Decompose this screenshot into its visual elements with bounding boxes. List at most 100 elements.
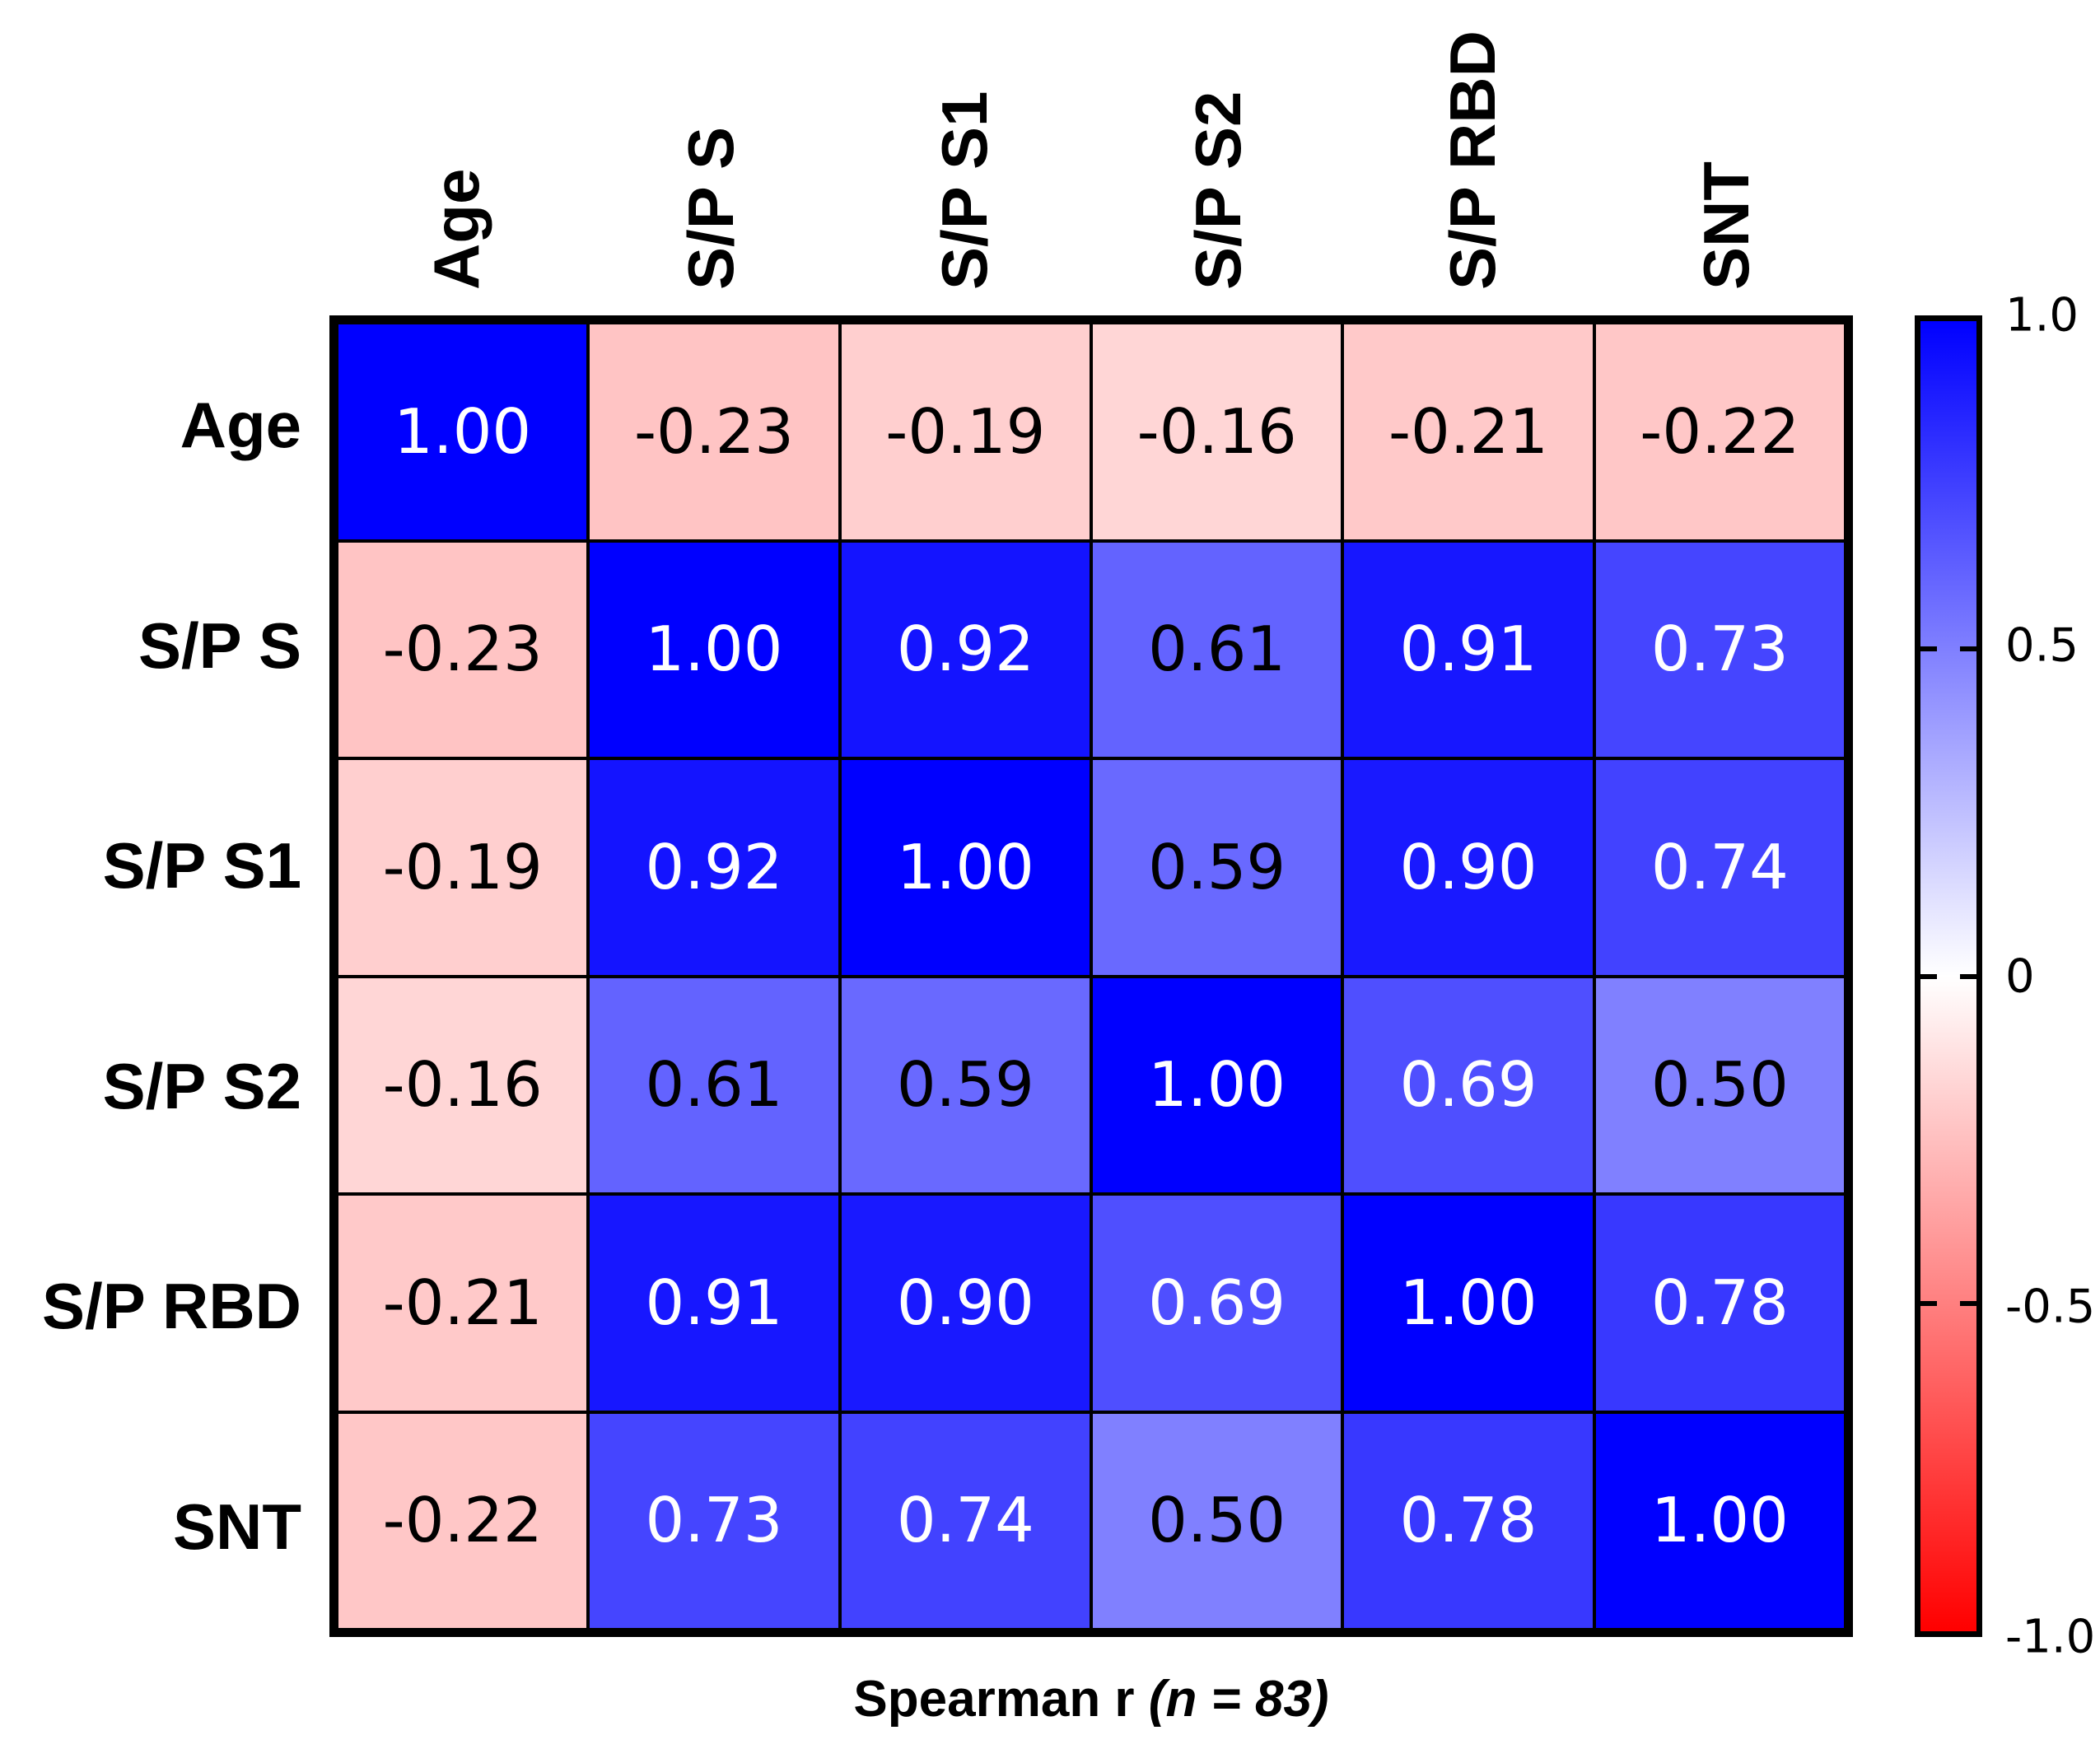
- cell-value: 1.00: [645, 613, 783, 686]
- heatmap-cell: 0.73: [588, 1411, 840, 1630]
- col-label-s-p-rbd: S/P RBD: [1435, 30, 1509, 290]
- cell-value: 0.73: [645, 1484, 783, 1557]
- cell-value: 1.00: [1148, 1048, 1286, 1122]
- heatmap-cell: -0.23: [337, 540, 589, 758]
- heatmap-cell: -0.21: [337, 1194, 589, 1412]
- colorbar-tick-label: 0.5: [2005, 618, 2079, 673]
- heatmap-cell: 0.91: [1342, 540, 1594, 758]
- cell-value: 0.50: [1650, 1048, 1789, 1122]
- row-labels: Age S/P S S/P S1 S/P S2 S/P RBD SNT: [0, 315, 301, 1637]
- heatmap-cell: 0.73: [1594, 540, 1846, 758]
- cell-value: 0.91: [645, 1266, 783, 1339]
- cell-value: 0.74: [896, 1484, 1034, 1557]
- cell-value: 0.61: [645, 1048, 783, 1122]
- cell-value: -0.22: [1640, 394, 1800, 468]
- heatmap-cell: 0.74: [839, 1411, 1091, 1630]
- heatmap-cell: -0.21: [1342, 323, 1594, 541]
- colorbar-tick: [1960, 646, 1976, 651]
- heatmap-cell: 0.50: [1091, 1411, 1343, 1630]
- cell-value: -0.16: [1136, 394, 1297, 468]
- colorbar-tick-label: 1.0: [2005, 288, 2079, 343]
- heatmap-cell: 0.61: [588, 976, 840, 1194]
- heatmap-cell: -0.19: [839, 323, 1091, 541]
- cell-value: 0.50: [1148, 1484, 1286, 1557]
- col-label-s-p-s: S/P S: [674, 126, 747, 290]
- heatmap-cell: -0.16: [1091, 323, 1343, 541]
- colorbar-tick: [1960, 973, 1976, 979]
- heatmap-cell: -0.22: [1594, 323, 1846, 541]
- col-label-s-p-s1: S/P S1: [927, 91, 1001, 290]
- cell-value: 0.78: [1650, 1266, 1789, 1339]
- colorbar-tick: [1960, 1301, 1976, 1307]
- colorbar: [1915, 315, 1982, 1637]
- cell-value: 0.74: [1650, 830, 1789, 903]
- heatmap-grid: 1.00 -0.23 -0.19 -0.16 -0.21 -0.22 -0.23 1.00 0.…: [329, 315, 1853, 1637]
- heatmap-cell: 0.92: [839, 540, 1091, 758]
- cell-value: -0.22: [382, 1484, 543, 1557]
- cell-value: -0.21: [1388, 394, 1549, 468]
- caption: Spearman r (n = 83): [329, 1670, 1853, 1728]
- cell-value: 1.00: [896, 830, 1034, 903]
- cell-value: -0.23: [382, 613, 543, 686]
- heatmap-cell: 0.78: [1594, 1194, 1846, 1412]
- heatmap-cell: -0.23: [588, 323, 840, 541]
- caption-sample-size: (n = 83): [1148, 1671, 1329, 1728]
- col-label-snt: SNT: [1689, 161, 1762, 290]
- heatmap-cell: 0.69: [1342, 976, 1594, 1194]
- cell-value: -0.16: [382, 1048, 543, 1122]
- heatmap-cell: -0.22: [337, 1411, 589, 1630]
- cell-value: 0.61: [1148, 613, 1286, 686]
- cell-value: -0.19: [885, 394, 1046, 468]
- cell-value: -0.19: [382, 830, 543, 903]
- col-label-s-p-s2: S/P S2: [1182, 91, 1255, 290]
- cell-value: 0.91: [1399, 613, 1538, 686]
- col-label-age: Age: [420, 168, 493, 290]
- heatmap-cell: 1.00: [588, 540, 840, 758]
- colorbar-tick: [1920, 1301, 1937, 1307]
- heatmap-cell: 0.90: [839, 1194, 1091, 1412]
- cell-value: 0.92: [896, 613, 1034, 686]
- heatmap-cell: 0.91: [588, 1194, 840, 1412]
- heatmap-cell: -0.19: [337, 758, 589, 977]
- caption-text: Spearman r: [853, 1671, 1149, 1728]
- cell-value: 0.78: [1399, 1484, 1538, 1557]
- heatmap-cell: 1.00: [1091, 976, 1343, 1194]
- cell-value: 0.90: [1399, 830, 1538, 903]
- row-label-s-p-s2: S/P S2: [102, 1049, 301, 1122]
- row-label-age: Age: [180, 389, 301, 462]
- row-label-s-p-s: S/P S: [138, 609, 301, 682]
- cell-value: 0.73: [1650, 613, 1789, 686]
- cell-value: 1.00: [1650, 1484, 1789, 1557]
- cell-value: 0.59: [896, 1048, 1034, 1122]
- heatmap-cell: 0.69: [1091, 1194, 1343, 1412]
- row-label-s-p-s1: S/P S1: [102, 829, 301, 902]
- heatmap-cell: -0.16: [337, 976, 589, 1194]
- cell-value: 1.00: [394, 394, 532, 468]
- cell-value: -0.21: [382, 1266, 543, 1339]
- heatmap-cell: 1.00: [1342, 1194, 1594, 1412]
- heatmap-cell: 1.00: [1594, 1411, 1846, 1630]
- row-label-snt: SNT: [173, 1490, 301, 1563]
- heatmap-cell: 1.00: [337, 323, 589, 541]
- heatmap-cell: 0.50: [1594, 976, 1846, 1194]
- colorbar-tick-label: -1.0: [2005, 1610, 2096, 1664]
- cell-value: 0.59: [1148, 830, 1286, 903]
- cell-value: 0.90: [896, 1266, 1034, 1339]
- row-label-s-p-rbd: S/P RBD: [42, 1270, 301, 1343]
- cell-value: 0.69: [1399, 1048, 1538, 1122]
- heatmap-cell: 0.92: [588, 758, 840, 977]
- heatmap-cell: 1.00: [839, 758, 1091, 977]
- colorbar-tick-label: 0: [2005, 949, 2035, 1003]
- cell-value: 1.00: [1399, 1266, 1538, 1339]
- colorbar-tick: [1920, 646, 1937, 651]
- heatmap-cell: 0.90: [1342, 758, 1594, 977]
- heatmap-cell: 0.61: [1091, 540, 1343, 758]
- colorbar-tick-label: -0.5: [2005, 1280, 2096, 1334]
- heatmap-cell: 0.59: [1091, 758, 1343, 977]
- cell-value: 0.69: [1148, 1266, 1286, 1339]
- colorbar-tick: [1920, 973, 1937, 979]
- heatmap-cell: 0.78: [1342, 1411, 1594, 1630]
- cell-value: 0.92: [645, 830, 783, 903]
- cell-value: -0.23: [633, 394, 795, 468]
